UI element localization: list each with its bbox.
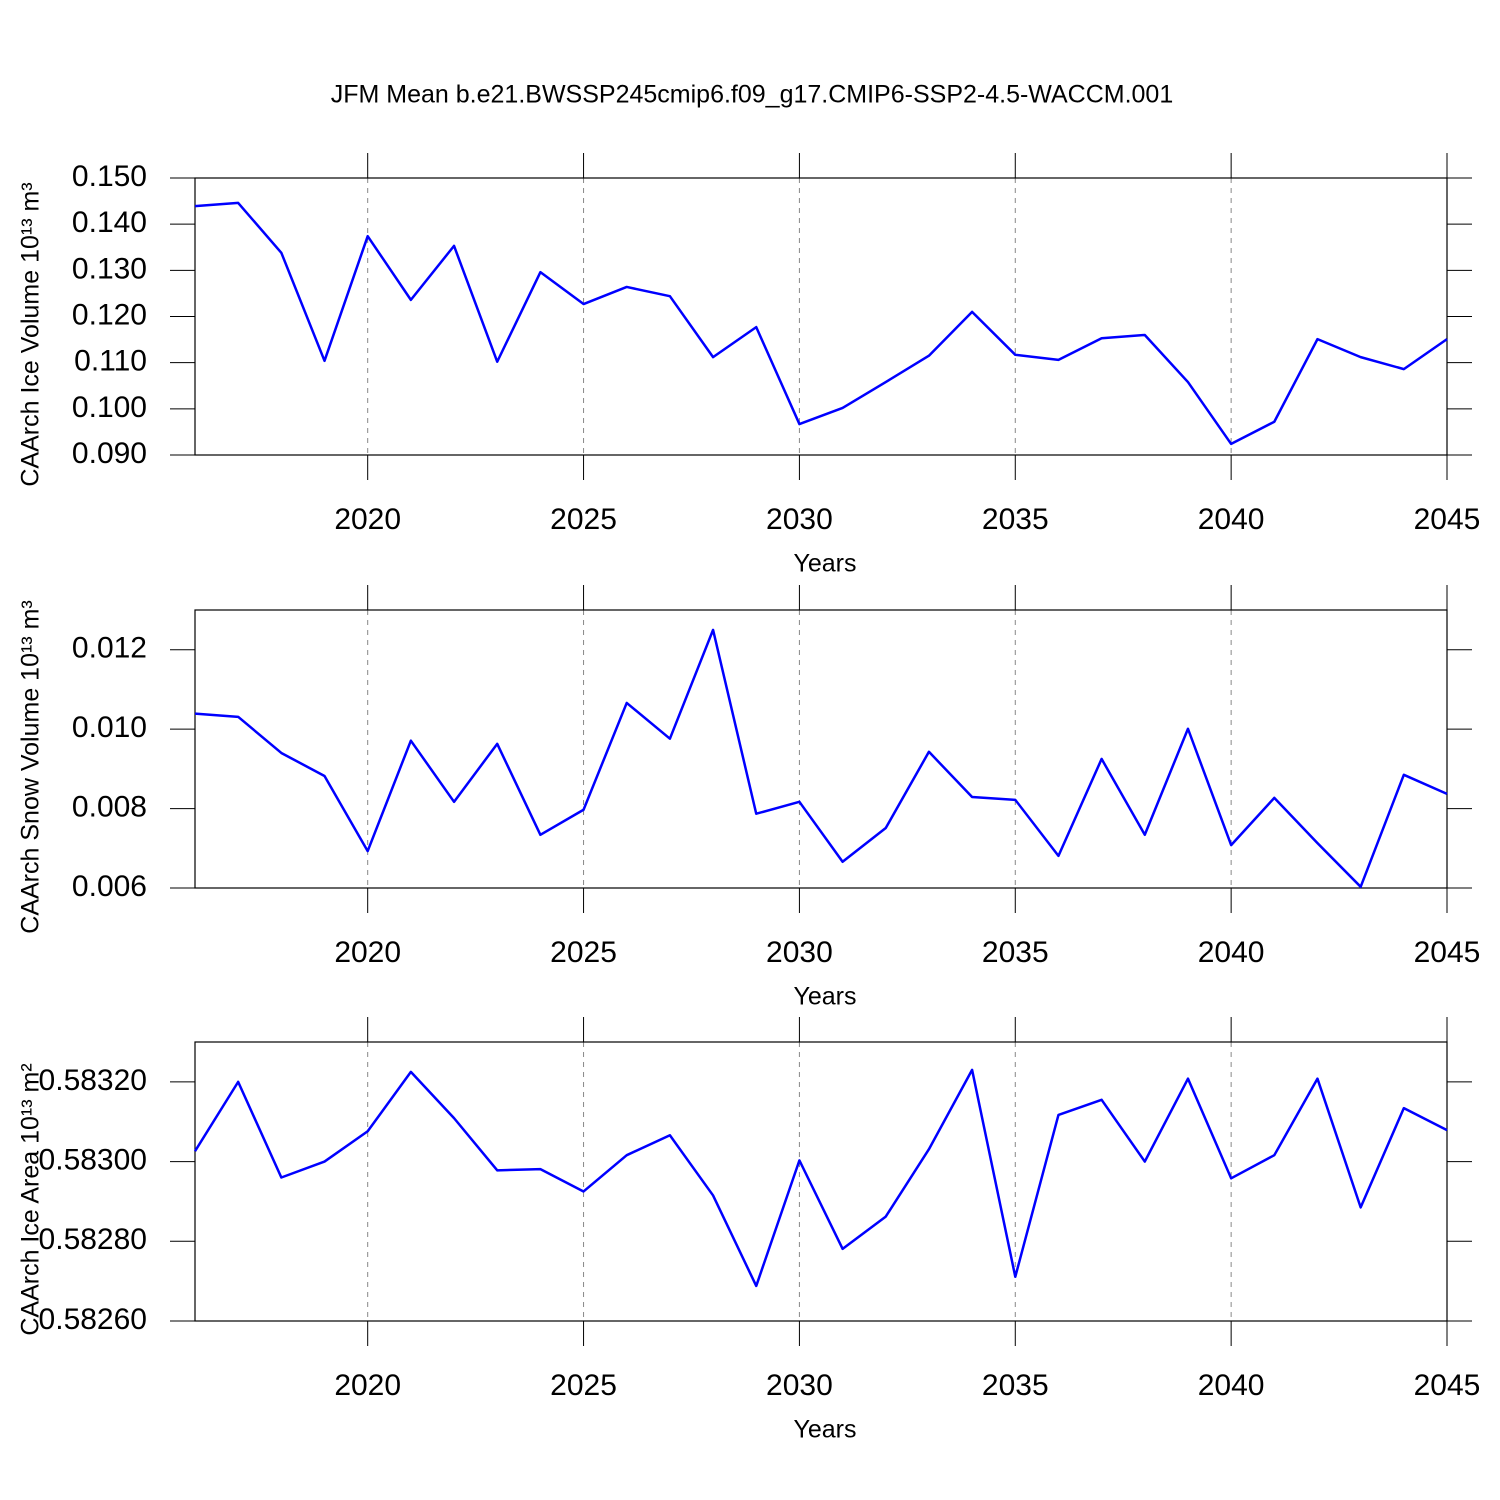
y-tick-label: 0.090: [72, 437, 147, 470]
y-tick-label: 0.130: [72, 252, 147, 285]
y-tick-label: 0.010: [72, 711, 147, 744]
x-tick-label: 2045: [1414, 503, 1481, 536]
x-tick-label: 2040: [1198, 503, 1265, 536]
x-tick-label: 2030: [766, 1369, 833, 1402]
x-tick-label: 2020: [334, 1369, 401, 1402]
y-tick-label: 0.110: [74, 345, 147, 378]
y-tick-label: 0.58320: [39, 1064, 147, 1097]
y-axis-label: CAArch Snow Volume 10¹³ m³: [17, 600, 45, 933]
x-tick-label: 2035: [982, 936, 1049, 969]
y-tick-label: 0.100: [72, 391, 147, 424]
y-tick-label: 0.58260: [39, 1303, 147, 1336]
x-tick-label: 2040: [1198, 1369, 1265, 1402]
plot-frame: [194, 609, 1448, 889]
x-tick-label: 2025: [550, 936, 617, 969]
y-axis-label: CAArch Ice Volume 10¹³ m³: [17, 182, 45, 486]
x-axis-label: Years: [793, 1416, 856, 1444]
y-tick-label: 0.58300: [39, 1143, 147, 1176]
x-tick-label: 2035: [982, 503, 1049, 536]
figure-title: JFM Mean b.e21.BWSSP245cmip6.f09_g17.CMI…: [331, 81, 1173, 109]
y-tick-label: 0.006: [72, 870, 147, 903]
x-axis-label: Years: [793, 983, 856, 1011]
x-tick-label: 2025: [550, 1369, 617, 1402]
x-axis-label: Years: [793, 550, 856, 578]
plot-frame: [194, 177, 1448, 456]
x-tick-label: 2045: [1414, 936, 1481, 969]
x-tick-label: 2030: [766, 503, 833, 536]
y-tick-label: 0.120: [72, 298, 147, 331]
data-line: [194, 628, 1448, 889]
x-tick-label: 2025: [550, 503, 617, 536]
y-axis-label: CAArch Ice Area 10¹³ m²: [17, 1063, 45, 1335]
plot-frame: [194, 1041, 1448, 1322]
data-line: [194, 201, 1448, 446]
y-tick-label: 0.58280: [39, 1223, 147, 1256]
x-tick-label: 2020: [334, 936, 401, 969]
y-tick-label: 0.140: [72, 206, 147, 239]
x-tick-label: 2040: [1198, 936, 1265, 969]
data-line: [193, 1068, 1448, 1288]
x-tick-label: 2020: [334, 503, 401, 536]
y-tick-label: 0.150: [72, 160, 147, 193]
y-tick-label: 0.012: [72, 632, 147, 665]
x-tick-label: 2045: [1414, 1369, 1481, 1402]
x-tick-label: 2030: [766, 936, 833, 969]
y-tick-label: 0.008: [72, 790, 147, 823]
x-tick-label: 2035: [982, 1369, 1049, 1402]
